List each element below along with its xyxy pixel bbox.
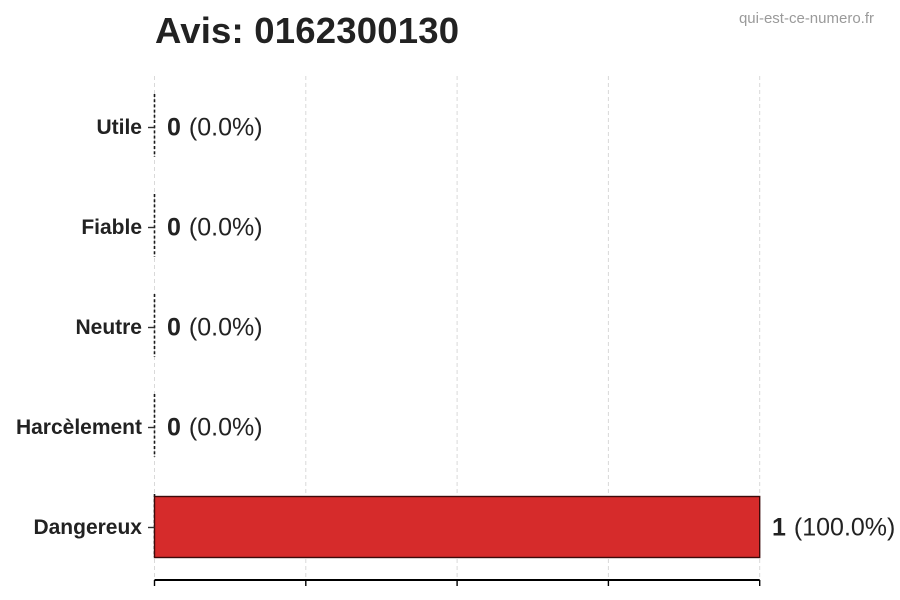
svg-text:0(0.0%): 0 (0.0%) <box>167 414 263 442</box>
svg-text:Dangereux: Dangereux <box>33 516 142 539</box>
svg-text:Utile: Utile <box>96 116 142 139</box>
svg-text:Neutre: Neutre <box>75 316 142 339</box>
svg-text:1(100.0%): 1 (100.0%) <box>772 514 895 542</box>
svg-text:0(0.0%): 0 (0.0%) <box>167 114 263 142</box>
svg-text:Harcèlement: Harcèlement <box>16 416 142 439</box>
svg-text:0(0.0%): 0 (0.0%) <box>167 214 263 242</box>
svg-text:Fiable: Fiable <box>81 216 142 239</box>
svg-text:0(0.0%): 0 (0.0%) <box>167 314 263 342</box>
